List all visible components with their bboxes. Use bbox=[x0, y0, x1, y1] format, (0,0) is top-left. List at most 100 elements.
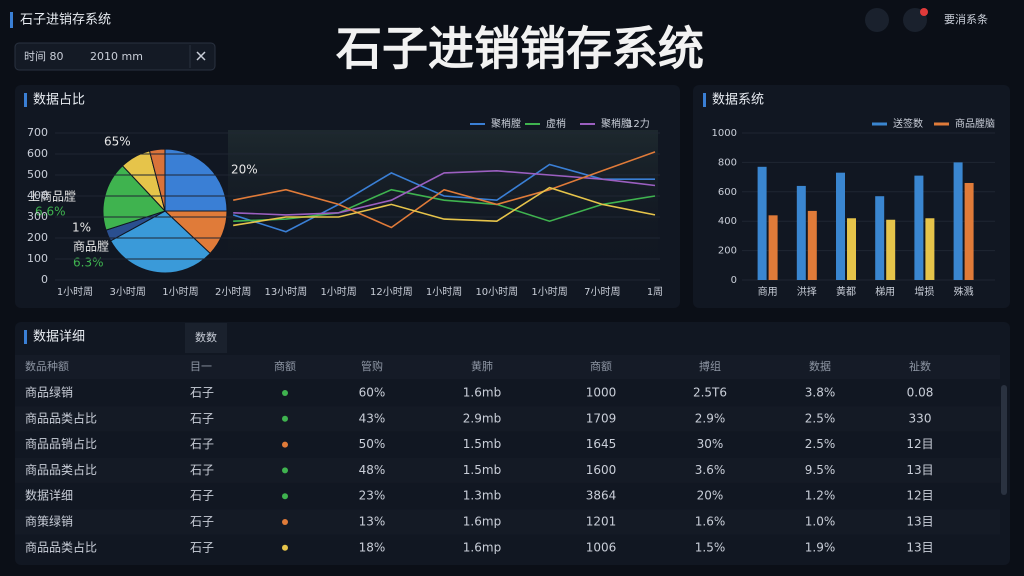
filter-bar[interactable] bbox=[14, 42, 216, 71]
x-tick-label: 增损 bbox=[914, 285, 934, 298]
bar bbox=[768, 215, 778, 280]
table-cell: 1.5% bbox=[695, 540, 726, 554]
x-tick-label: 2小时周 bbox=[215, 286, 251, 298]
table-cell: 1645 bbox=[586, 437, 617, 451]
table-cell: 13目 bbox=[906, 515, 933, 529]
close-icon[interactable] bbox=[196, 51, 206, 61]
row-stripe bbox=[15, 509, 1000, 535]
table-cell: 3.6% bbox=[695, 463, 726, 477]
table-cell: 1.0% bbox=[805, 515, 836, 529]
table-cell: 60% bbox=[359, 386, 386, 400]
y-tick-label: 800 bbox=[718, 157, 737, 168]
accent bbox=[703, 93, 706, 107]
column-header: 目一 bbox=[190, 360, 212, 373]
table-cell: 0.08 bbox=[907, 386, 934, 400]
status-dot bbox=[282, 390, 288, 396]
legend-label: 聚梢膛 bbox=[601, 117, 631, 130]
table-cell: 13% bbox=[359, 515, 386, 529]
filter[interactable]: 2010 mm bbox=[90, 50, 143, 63]
pie-label: 65% bbox=[104, 135, 131, 149]
legend-label: 送签数 bbox=[893, 117, 923, 130]
y-tick-label: 400 bbox=[27, 189, 48, 202]
status-dot bbox=[282, 519, 288, 525]
table-cell: 1.6mp bbox=[463, 540, 501, 554]
row-stripe bbox=[15, 457, 1000, 483]
table-cell: 石子 bbox=[190, 489, 214, 503]
bar bbox=[953, 162, 963, 280]
panel-title: 数据系统 bbox=[712, 93, 764, 108]
column-header: 数据 bbox=[809, 359, 831, 373]
column-header: 搏组 bbox=[699, 359, 721, 373]
y-tick-label: 400 bbox=[718, 216, 737, 227]
filter[interactable]: 时间 80 bbox=[24, 50, 64, 63]
status-dot bbox=[282, 544, 288, 551]
legend-label: 虚梢 bbox=[546, 117, 566, 130]
table-cell: 商品绿销 bbox=[25, 385, 73, 400]
table-cell: 48% bbox=[359, 463, 386, 477]
bar bbox=[875, 196, 885, 280]
x-tick-label: 7小时周 bbox=[584, 286, 620, 298]
table-cell: 商品品类占比 bbox=[25, 462, 97, 477]
table-cell: 石子 bbox=[190, 540, 214, 554]
user-menu[interactable]: 要消系条 bbox=[944, 12, 988, 26]
table-cell: 330 bbox=[909, 411, 932, 425]
table-cell: 1000 bbox=[586, 386, 617, 400]
banner-title: 石子进销销存系统 bbox=[336, 22, 704, 76]
bell-icon[interactable] bbox=[865, 8, 889, 32]
table-cell: 数据详细 bbox=[25, 488, 73, 503]
x-tick-label: 1小时周 bbox=[57, 286, 93, 298]
y-tick-label: 0 bbox=[731, 275, 737, 286]
bar bbox=[886, 219, 896, 280]
table-cell: 2.9% bbox=[695, 411, 726, 425]
table-cell: 1006 bbox=[586, 540, 617, 554]
table-cell: 2.5T6 bbox=[693, 386, 727, 400]
accent bbox=[24, 93, 27, 107]
legend-label: 商品膛脑 bbox=[955, 117, 995, 130]
table-cell: 1709 bbox=[586, 411, 617, 425]
table-cell: 1.9% bbox=[805, 540, 836, 554]
column-header: 管购 bbox=[361, 359, 383, 373]
table-cell: 50% bbox=[359, 437, 386, 451]
table-cell: 商品品类占比 bbox=[25, 539, 97, 554]
pie-label: 6.3% bbox=[73, 256, 104, 270]
status-dot bbox=[282, 467, 288, 474]
table-cell: 1201 bbox=[586, 515, 617, 529]
table-cell: 3.8% bbox=[805, 386, 836, 400]
y-tick-label: 700 bbox=[27, 126, 48, 139]
x-tick-label: 1小时周 bbox=[320, 286, 356, 298]
pie-label: 商品膛 bbox=[73, 239, 109, 254]
pie-label: 20% bbox=[231, 163, 258, 177]
column-header: 商额 bbox=[590, 359, 612, 373]
bar bbox=[964, 182, 974, 280]
tab[interactable] bbox=[185, 323, 227, 353]
x-tick-label: 1周 bbox=[647, 286, 663, 298]
line-series bbox=[232, 163, 655, 233]
x-tick-label: 梯用 bbox=[875, 285, 895, 298]
table-cell: 1.6mb bbox=[463, 386, 501, 400]
x-tick-label: 3小时周 bbox=[110, 286, 146, 298]
column-header: 祉数 bbox=[909, 360, 931, 373]
row-stripe bbox=[15, 406, 1000, 432]
table-cell: 石子 bbox=[190, 437, 214, 451]
column-header: 黄肺 bbox=[471, 359, 493, 373]
tab-label[interactable]: 数数 bbox=[195, 331, 217, 344]
x-tick-label: 12小时周 bbox=[370, 286, 413, 298]
table-cell: 13目 bbox=[906, 463, 933, 477]
y-tick-label: 100 bbox=[27, 252, 48, 265]
y-tick-label: 200 bbox=[27, 231, 48, 244]
y-tick-label: 0 bbox=[41, 273, 48, 286]
table-cell: 9.5% bbox=[805, 463, 836, 477]
table-cell: 石子 bbox=[190, 411, 214, 425]
pie-label: 6.6% bbox=[35, 205, 66, 219]
panel bbox=[15, 322, 1010, 565]
scrollbar[interactable] bbox=[1001, 385, 1007, 495]
status-dot bbox=[282, 493, 288, 500]
bar bbox=[847, 218, 856, 280]
table-cell: 1600 bbox=[586, 463, 617, 477]
status-dot bbox=[282, 441, 288, 448]
x-tick-label: 13小时周 bbox=[265, 286, 308, 298]
table-cell: 2.5% bbox=[805, 437, 836, 451]
table-cell: 1.5mb bbox=[463, 437, 501, 451]
table-cell: 3864 bbox=[586, 489, 617, 503]
badge bbox=[920, 8, 928, 16]
